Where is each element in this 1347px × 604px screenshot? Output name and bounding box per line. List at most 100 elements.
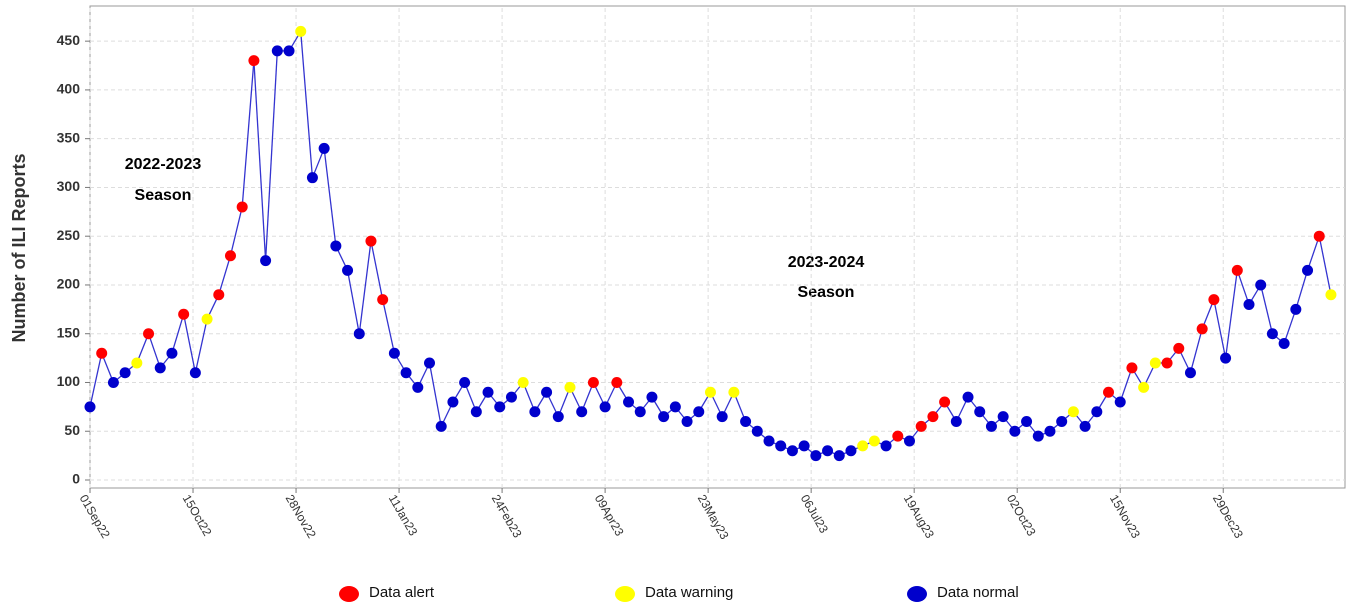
line-segment [147, 333, 161, 369]
y-axis-title: Number of ILI Reports [9, 153, 29, 342]
data-point [388, 347, 400, 359]
x-tick-label: 06Jul23 [798, 492, 831, 536]
data-point [915, 420, 927, 432]
data-point [1196, 323, 1208, 335]
data-point [1266, 328, 1278, 340]
legend-label: Data warning [645, 584, 733, 601]
data-point [271, 45, 283, 57]
data-point [1173, 342, 1185, 354]
x-tick-label: 01Sep22 [77, 492, 113, 541]
data-point [611, 376, 623, 388]
line-segment [346, 270, 360, 334]
x-tick-label: 29Dec23 [1210, 492, 1246, 541]
line-segment [1189, 328, 1203, 373]
data-point [1231, 264, 1243, 276]
data-point [1079, 420, 1091, 432]
data-point [1184, 367, 1196, 379]
data-point [517, 376, 529, 388]
line-segment [194, 318, 208, 373]
data-point [927, 411, 939, 423]
x-tick-label: 28Nov22 [283, 492, 319, 541]
data-point [295, 25, 307, 37]
data-point [541, 386, 553, 398]
data-point [154, 362, 166, 374]
data-point [552, 411, 564, 423]
line-segment [1318, 236, 1332, 295]
data-point [997, 411, 1009, 423]
line-segment [1224, 270, 1238, 359]
markers [84, 25, 1337, 462]
data-point [330, 240, 342, 252]
data-point [283, 45, 295, 57]
line-segment [382, 299, 396, 354]
data-point [962, 391, 974, 403]
x-tick-label: 23May23 [695, 492, 732, 542]
y-tick-label: 50 [64, 422, 80, 438]
data-point [96, 347, 108, 359]
legend-marker [339, 586, 359, 602]
x-tick-label: 09Apr23 [592, 492, 627, 539]
data-point [775, 440, 787, 452]
data-point [1056, 415, 1068, 427]
data-point [880, 440, 892, 452]
legend-marker [615, 586, 635, 602]
data-point [365, 235, 377, 247]
data-point [119, 367, 131, 379]
data-point [377, 294, 389, 306]
line-segment [1236, 270, 1250, 305]
data-point [751, 425, 763, 437]
line-segment [300, 31, 314, 178]
annotation: 2023-2024 [788, 254, 865, 271]
data-point [950, 415, 962, 427]
line-segment [1306, 235, 1320, 271]
line-segment [1213, 299, 1227, 359]
data-point [693, 406, 705, 418]
y-tick-label: 300 [57, 178, 81, 194]
data-point [1208, 294, 1220, 306]
line-segment [1295, 270, 1309, 310]
data-point [716, 411, 728, 423]
data-point [1114, 396, 1126, 408]
x-tick-label: 15Oct22 [180, 492, 215, 539]
line-segment [264, 50, 278, 261]
y-tick-label: 200 [57, 276, 81, 292]
x-tick-label: 11Jan23 [386, 492, 421, 538]
line-segment [1260, 284, 1274, 334]
data-point [1126, 362, 1138, 374]
data-point [658, 411, 670, 423]
data-point [494, 401, 506, 413]
data-point [587, 376, 599, 388]
data-point [1067, 406, 1079, 418]
y-tick-label: 450 [57, 32, 81, 48]
data-point [306, 172, 318, 184]
y-tick-label: 350 [57, 129, 81, 145]
data-point [939, 396, 951, 408]
data-point [1243, 298, 1255, 310]
data-point [704, 386, 716, 398]
legend-label: Data alert [369, 584, 435, 601]
data-point [107, 376, 119, 388]
line-segment [370, 240, 384, 300]
data-point [857, 440, 869, 452]
data-point [868, 435, 880, 447]
data-point [892, 430, 904, 442]
data-point [424, 357, 436, 369]
annotation: Season [135, 187, 192, 204]
data-point [84, 401, 96, 413]
y-tick-label: 150 [57, 324, 81, 340]
data-point [1161, 357, 1173, 369]
data-point [681, 415, 693, 427]
y-tick-label: 250 [57, 227, 81, 243]
line-segment [253, 60, 267, 261]
annotation: 2022-2023 [125, 156, 202, 173]
data-point [435, 420, 447, 432]
data-point [166, 347, 178, 359]
y-tick-label: 0 [72, 471, 80, 487]
data-point [1290, 303, 1302, 315]
line-segment [89, 353, 103, 407]
data-point [400, 367, 412, 379]
data-point [763, 435, 775, 447]
line-segment [241, 60, 255, 207]
data-point [189, 367, 201, 379]
